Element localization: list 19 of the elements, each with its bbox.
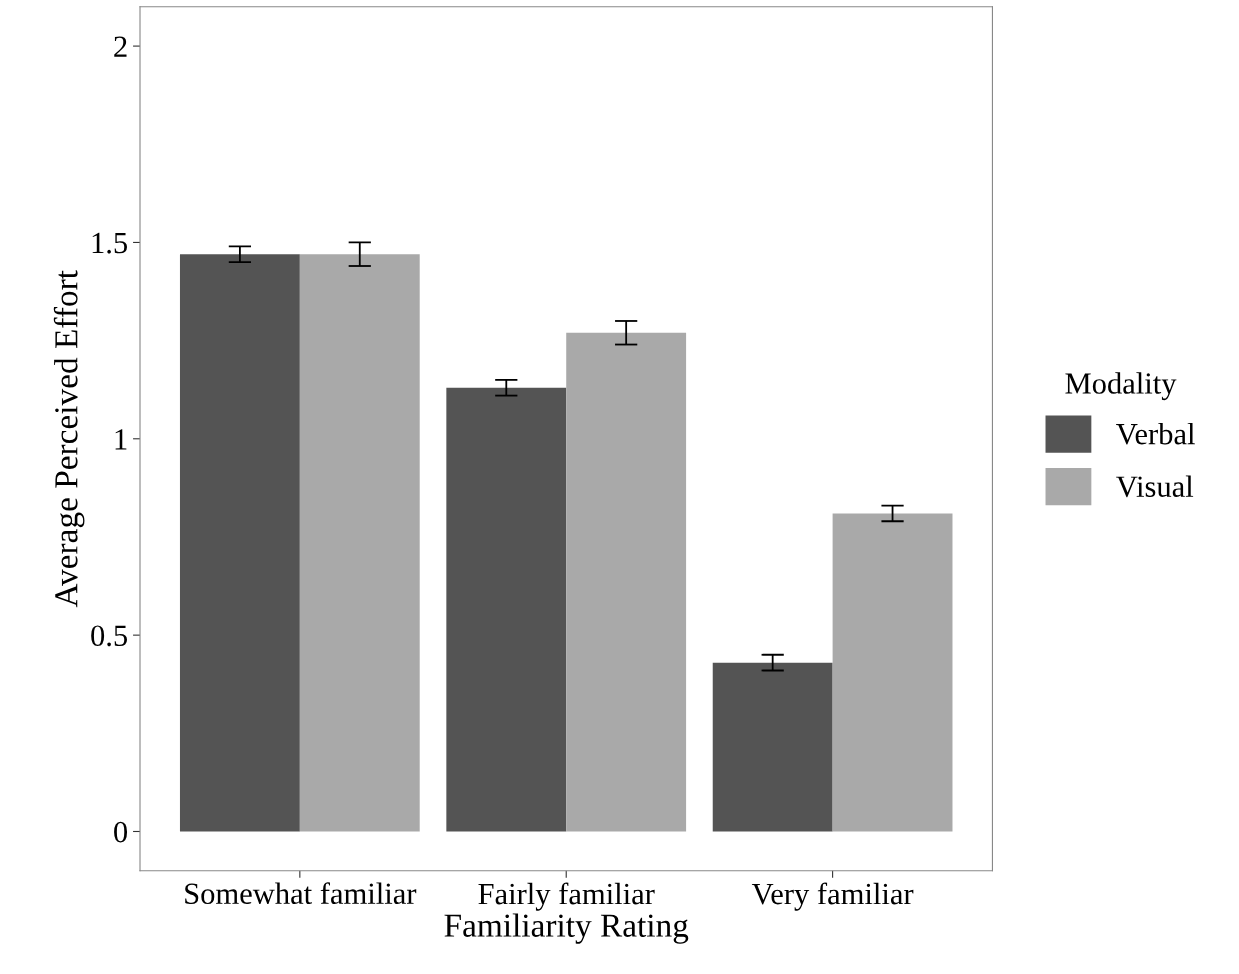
y-tick-label: 1.5 bbox=[92, 232, 128, 254]
legend-label: Verbal bbox=[1116, 422, 1195, 445]
y-tick-label: 1 bbox=[115, 429, 127, 450]
bar bbox=[446, 387, 567, 832]
legend-label: Visual bbox=[1116, 475, 1194, 498]
y-axis-title: Average Perceived Effort bbox=[53, 270, 85, 608]
y-tick-label: 0 bbox=[114, 821, 128, 843]
x-tick-label: Very familiar bbox=[751, 882, 914, 911]
bar bbox=[299, 254, 420, 832]
x-tick-label: Fairly familiar bbox=[478, 882, 655, 911]
bar bbox=[179, 254, 300, 832]
y-tick-label: 0.5 bbox=[91, 625, 128, 647]
x-axis-title: Familiarity Rating bbox=[444, 913, 689, 944]
legend-title: Modality bbox=[1065, 372, 1177, 401]
bar bbox=[566, 332, 687, 832]
y-tick-label: 2 bbox=[114, 36, 127, 57]
x-tick-label: Somewhat familiar bbox=[185, 882, 417, 905]
bar bbox=[832, 513, 953, 832]
bar bbox=[712, 662, 833, 832]
